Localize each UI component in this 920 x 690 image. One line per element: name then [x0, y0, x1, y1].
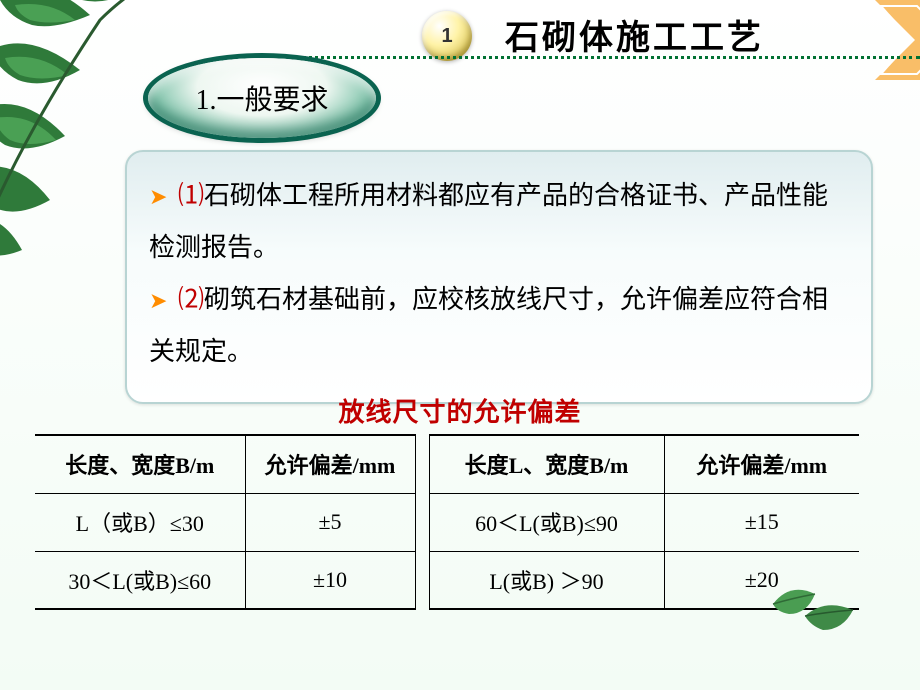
- tolerance-table: 长度、宽度B/m 允许偏差/mm 长度L、宽度B/m 允许偏差/mm L（或B）…: [35, 434, 859, 610]
- section-number: 1: [441, 25, 452, 48]
- table-header: 允许偏差/mm: [664, 435, 859, 493]
- subsection-label: 1.一般要求: [195, 78, 328, 118]
- table-title: 放线尺寸的允许偏差: [0, 392, 920, 429]
- table-header-row: 长度、宽度B/m 允许偏差/mm 长度L、宽度B/m 允许偏差/mm: [35, 435, 859, 493]
- table-gap: [415, 493, 429, 551]
- table-header: 长度L、宽度B/m: [429, 435, 664, 493]
- table-gap: [415, 551, 429, 609]
- table-header: 长度、宽度B/m: [35, 435, 245, 493]
- header: 1 石砌体施工工艺: [0, 6, 920, 76]
- content-item-2: ➤ ⑵砌筑石材基础前，应校核放线尺寸，允许偏差应符合相关规定。: [149, 274, 849, 378]
- bullet-icon: ➤: [149, 288, 167, 313]
- table-cell: 30＜L(或B)≤60: [35, 551, 245, 609]
- subsection-oval: 1.一般要求: [148, 58, 376, 138]
- table-row: L（或B）≤30 ±5 60＜L(或B)≤90 ±15: [35, 493, 859, 551]
- table-cell: ±5: [245, 493, 415, 551]
- table-cell: ±10: [245, 551, 415, 609]
- table-cell: ±15: [664, 493, 859, 551]
- content-item-1: ➤ ⑴石砌体工程所用材料都应有产品的合格证书、产品性能检测报告。: [149, 170, 849, 274]
- table-cell: ±20: [664, 551, 859, 609]
- section-number-badge: 1: [422, 11, 472, 61]
- table-cell: L(或B) ＞90: [429, 551, 664, 609]
- item-text: 石砌体工程所用材料都应有产品的合格证书、产品性能检测报告。: [149, 181, 828, 262]
- item-number: ⑵: [178, 285, 204, 314]
- page-title: 石砌体施工工艺: [505, 10, 764, 59]
- table-cell: 60＜L(或B)≤90: [429, 493, 664, 551]
- table-gap: [415, 435, 429, 493]
- table-header: 允许偏差/mm: [245, 435, 415, 493]
- bullet-icon: ➤: [149, 184, 167, 209]
- table-cell: L（或B）≤30: [35, 493, 245, 551]
- content-card: ➤ ⑴石砌体工程所用材料都应有产品的合格证书、产品性能检测报告。 ➤ ⑵砌筑石材…: [125, 150, 873, 404]
- dotted-divider: [290, 56, 920, 59]
- item-number: ⑴: [178, 181, 204, 210]
- table-row: 30＜L(或B)≤60 ±10 L(或B) ＞90 ±20: [35, 551, 859, 609]
- item-text: 砌筑石材基础前，应校核放线尺寸，允许偏差应符合相关规定。: [149, 285, 828, 366]
